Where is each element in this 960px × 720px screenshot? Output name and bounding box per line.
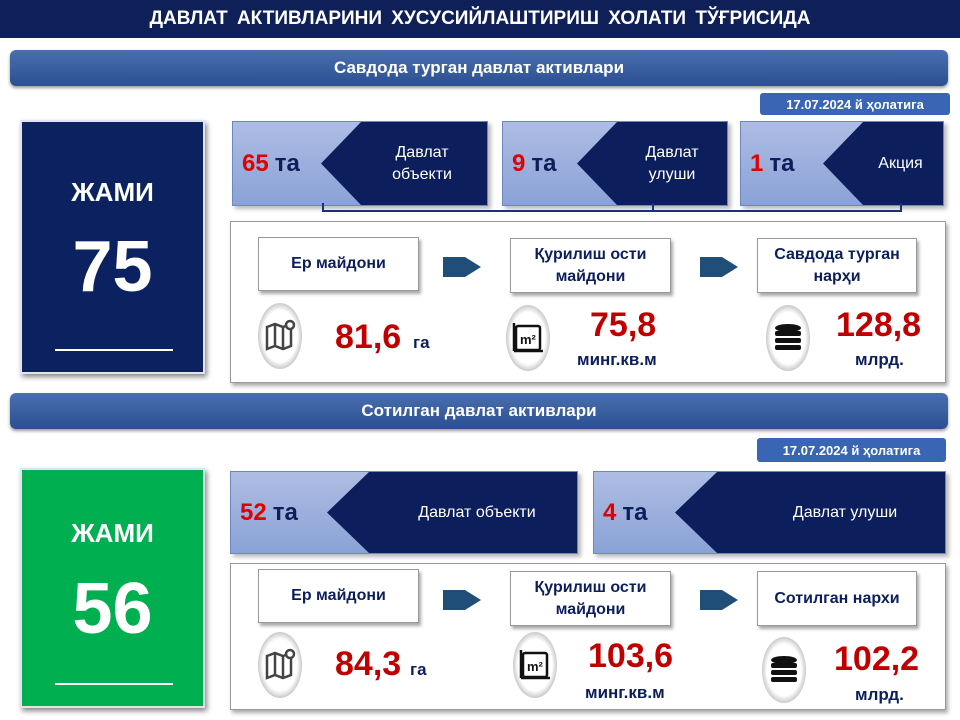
metric-unit: минг.кв.м: [577, 350, 657, 369]
count-unit: та: [531, 149, 557, 177]
section-header-sold: Сотилган давлат активлари: [10, 393, 948, 429]
count: 1: [750, 149, 764, 177]
metric-value: 75,8: [590, 306, 657, 344]
bracket-tick: [900, 203, 902, 212]
count: 52: [240, 498, 267, 526]
card-state-objects: 52 та Давлат объекти: [230, 471, 578, 554]
bracket-line: [322, 210, 902, 212]
metric-label-built-area: Қурилиш ости майдони: [510, 238, 671, 293]
metric-value: 84,3: [335, 645, 402, 683]
metric-label-built-area: Қурилиш ости майдони: [510, 571, 671, 626]
arrow-right-icon: [700, 257, 738, 277]
date-badge: 17.07.2024 й ҳолатига: [757, 438, 946, 462]
metric-unit: га: [410, 660, 427, 679]
section-header-on-sale: Савдода турган давлат активлари: [10, 50, 948, 86]
coins-icon: [762, 637, 806, 703]
square-meter-icon: [506, 305, 550, 371]
divider: [55, 349, 173, 351]
metric-value: 128,8: [836, 306, 922, 344]
total-value: 56: [72, 569, 153, 649]
card-state-shares: 4 та Давлат улуши: [593, 471, 946, 554]
card-stock: 1 та Акция: [740, 121, 944, 206]
card-state-shares: 9 та Давлат улуши: [502, 121, 728, 206]
count: 4: [603, 498, 617, 526]
metric-unit: млрд.: [855, 350, 904, 369]
metric-label-price: Савдода турган нарҳи: [757, 238, 917, 293]
map-pin-icon: [258, 303, 302, 369]
card-label: Акция: [878, 154, 923, 172]
arrow-right-icon: [443, 257, 481, 277]
square-meter-icon: [513, 632, 557, 698]
map-pin-icon: [258, 632, 302, 698]
metric-value: 103,6: [588, 637, 674, 675]
metric-unit: млрд.: [855, 685, 904, 704]
count-unit: та: [622, 498, 648, 526]
metric-value: 81,6: [335, 318, 402, 356]
arrow-right-icon: [700, 590, 738, 610]
arrow-right-icon: [443, 590, 481, 610]
total-value: 75: [72, 227, 153, 307]
count-unit: та: [272, 498, 298, 526]
bracket-tick: [322, 203, 324, 212]
card-label: Давлат объекти: [418, 503, 536, 521]
metric-label-land: Ер майдони: [258, 237, 419, 291]
count-unit: та: [274, 149, 300, 177]
total-label: ЖАМИ: [71, 177, 154, 207]
page-title: ДАВЛАТ АКТИВЛАРИНИ ХУСУСИЙЛАШТИРИШ ХОЛАТ…: [0, 0, 960, 38]
total-box-sold: ЖАМИ 56: [20, 468, 205, 708]
card-label: Давлат улуши: [792, 503, 898, 521]
card-label: Давлат объекти: [392, 143, 452, 183]
card-state-objects: 65 та Давлат объекти: [232, 121, 488, 206]
divider: [55, 683, 173, 685]
total-box-on-sale: ЖАМИ 75: [20, 120, 205, 374]
metric-unit: минг.кв.м: [585, 683, 665, 702]
count: 9: [512, 149, 526, 177]
metric-value: 102,2: [834, 640, 920, 678]
count: 65: [242, 149, 269, 177]
metric-label-land: Ер майдони: [258, 569, 419, 623]
total-label: ЖАМИ: [71, 518, 154, 548]
card-label: Давлат улуши: [645, 143, 699, 183]
bracket-tick: [652, 203, 654, 212]
metric-label-price: Сотилган нархи: [757, 571, 917, 626]
count-unit: та: [769, 149, 795, 177]
metric-unit: га: [413, 333, 430, 352]
coins-icon: [766, 305, 810, 371]
date-badge: 17.07.2024 й ҳолатига: [760, 93, 950, 115]
